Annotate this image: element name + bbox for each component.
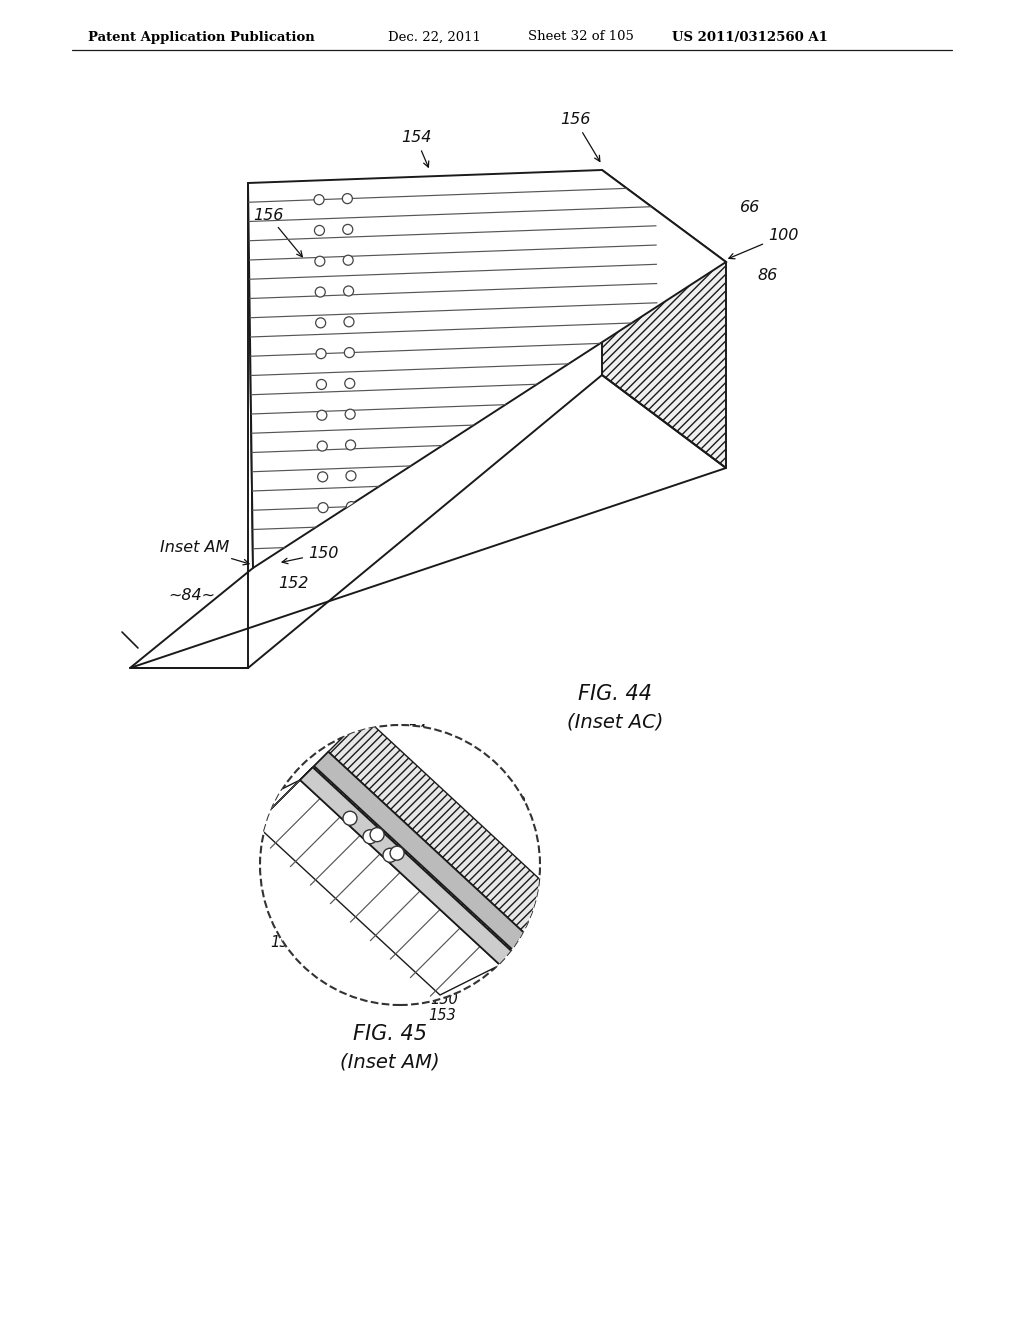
Text: 150: 150 [282, 546, 338, 564]
Text: 156: 156 [560, 112, 600, 161]
Text: (Inset AM): (Inset AM) [340, 1052, 440, 1071]
Text: 86: 86 [757, 268, 777, 282]
Circle shape [344, 347, 354, 358]
Circle shape [318, 503, 328, 512]
Text: US 2011/0312560 A1: US 2011/0312560 A1 [672, 30, 827, 44]
Circle shape [344, 286, 353, 296]
Circle shape [260, 725, 540, 1005]
Circle shape [315, 286, 326, 297]
Circle shape [345, 409, 355, 420]
Circle shape [343, 812, 357, 825]
Polygon shape [240, 780, 500, 995]
Text: 154: 154 [392, 725, 426, 756]
Circle shape [315, 318, 326, 327]
Circle shape [344, 317, 354, 327]
Circle shape [343, 224, 353, 235]
Text: 151: 151 [358, 975, 386, 991]
Circle shape [390, 846, 404, 861]
Polygon shape [130, 183, 253, 668]
Circle shape [346, 502, 356, 512]
Circle shape [345, 379, 354, 388]
Circle shape [314, 194, 324, 205]
Polygon shape [300, 767, 513, 965]
Circle shape [318, 533, 329, 544]
Text: 86: 86 [500, 814, 518, 829]
Text: 150: 150 [430, 993, 458, 1007]
Text: 152: 152 [278, 576, 308, 591]
Circle shape [343, 255, 353, 265]
Text: 100: 100 [472, 796, 525, 816]
Circle shape [316, 348, 326, 359]
Polygon shape [248, 170, 726, 568]
Text: FIG. 45: FIG. 45 [353, 1024, 427, 1044]
Circle shape [317, 441, 328, 451]
Circle shape [345, 440, 355, 450]
Circle shape [314, 256, 325, 267]
Text: 156: 156 [253, 207, 302, 257]
Circle shape [370, 828, 384, 842]
Text: 154: 154 [400, 131, 431, 168]
Polygon shape [314, 751, 528, 950]
Polygon shape [220, 767, 312, 861]
Circle shape [347, 532, 356, 543]
Text: Sheet 32 of 105: Sheet 32 of 105 [528, 30, 634, 44]
Text: Patent Application Publication: Patent Application Publication [88, 30, 314, 44]
Text: ~84~: ~84~ [168, 587, 215, 603]
Circle shape [314, 226, 325, 235]
Text: Inset AM: Inset AM [160, 540, 249, 565]
Text: 156: 156 [270, 935, 298, 950]
Text: 152: 152 [404, 820, 445, 834]
Text: 84: 84 [502, 838, 520, 853]
Text: FIG. 44: FIG. 44 [578, 684, 652, 704]
Polygon shape [602, 170, 726, 469]
Circle shape [346, 471, 356, 480]
Polygon shape [312, 738, 572, 952]
Circle shape [362, 830, 377, 843]
Text: 66: 66 [740, 201, 760, 215]
Text: 100: 100 [729, 228, 799, 259]
Text: 153: 153 [428, 1008, 456, 1023]
Text: Dec. 22, 2011: Dec. 22, 2011 [388, 30, 481, 44]
Circle shape [317, 471, 328, 482]
Circle shape [342, 194, 352, 203]
Circle shape [316, 411, 327, 420]
Circle shape [383, 849, 397, 862]
Circle shape [316, 379, 327, 389]
Text: (Inset AC): (Inset AC) [567, 711, 664, 731]
Polygon shape [329, 717, 563, 937]
